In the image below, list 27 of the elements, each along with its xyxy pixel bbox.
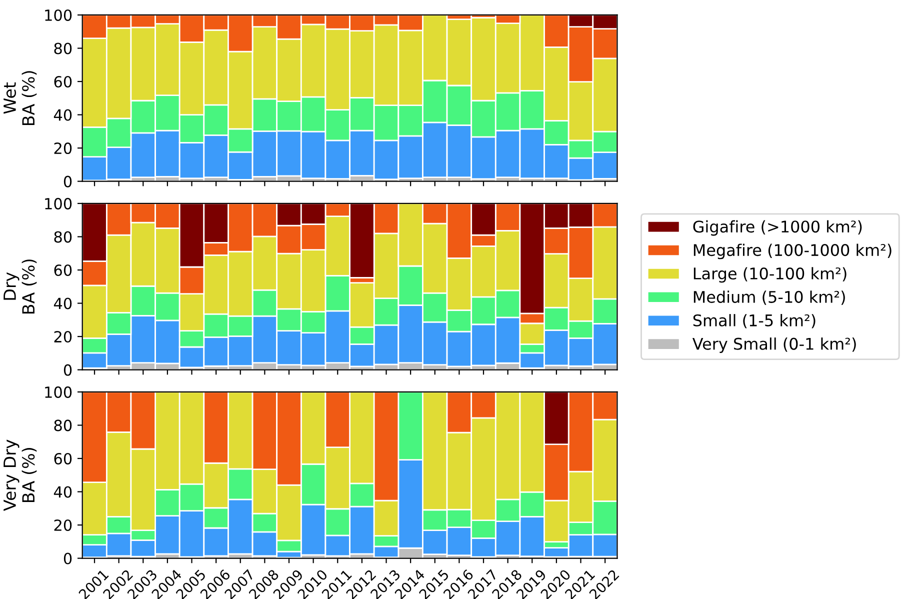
legend-label: Large (10-100 km²) — [694, 267, 846, 283]
y-tick-label: 40 — [54, 298, 72, 310]
y-axis-title: Dry BA (%) — [4, 260, 37, 314]
y-tick-label: 40 — [54, 109, 72, 121]
y-tick-label: 0 — [64, 176, 72, 188]
y-tick-label: 40 — [54, 486, 72, 498]
legend-label: Megafire (100-1000 km²) — [694, 244, 892, 260]
y-tick-label: 100 — [45, 386, 72, 398]
y-tick-label: 0 — [64, 552, 72, 564]
y-tick-label: 60 — [54, 452, 72, 464]
legend-label: Very Small (0-1 km²) — [692, 338, 856, 353]
y-tick-label: 20 — [54, 142, 72, 154]
y-tick-label: 100 — [45, 9, 72, 21]
y-tick-label: 80 — [54, 42, 72, 54]
y-tick-label: 60 — [54, 264, 72, 276]
y-tick-label: 100 — [45, 198, 72, 210]
legend-label: Gigafire (>1000 km²) — [693, 220, 862, 236]
y-tick-label: 0 — [64, 364, 72, 376]
y-tick-label: 80 — [54, 231, 72, 243]
y-axis-title: Wet BA (%) — [4, 71, 37, 125]
y-tick-label: 20 — [54, 330, 72, 343]
legend-label: Small (1-5 km²) — [693, 314, 816, 328]
y-tick-label: 80 — [54, 420, 72, 432]
legend-label: Medium (5-10 km²) — [694, 290, 845, 305]
y-axis-title: Very Dry BA (%) — [4, 440, 37, 511]
y-tick-label: 60 — [54, 76, 72, 88]
y-tick-label: 20 — [54, 519, 72, 532]
